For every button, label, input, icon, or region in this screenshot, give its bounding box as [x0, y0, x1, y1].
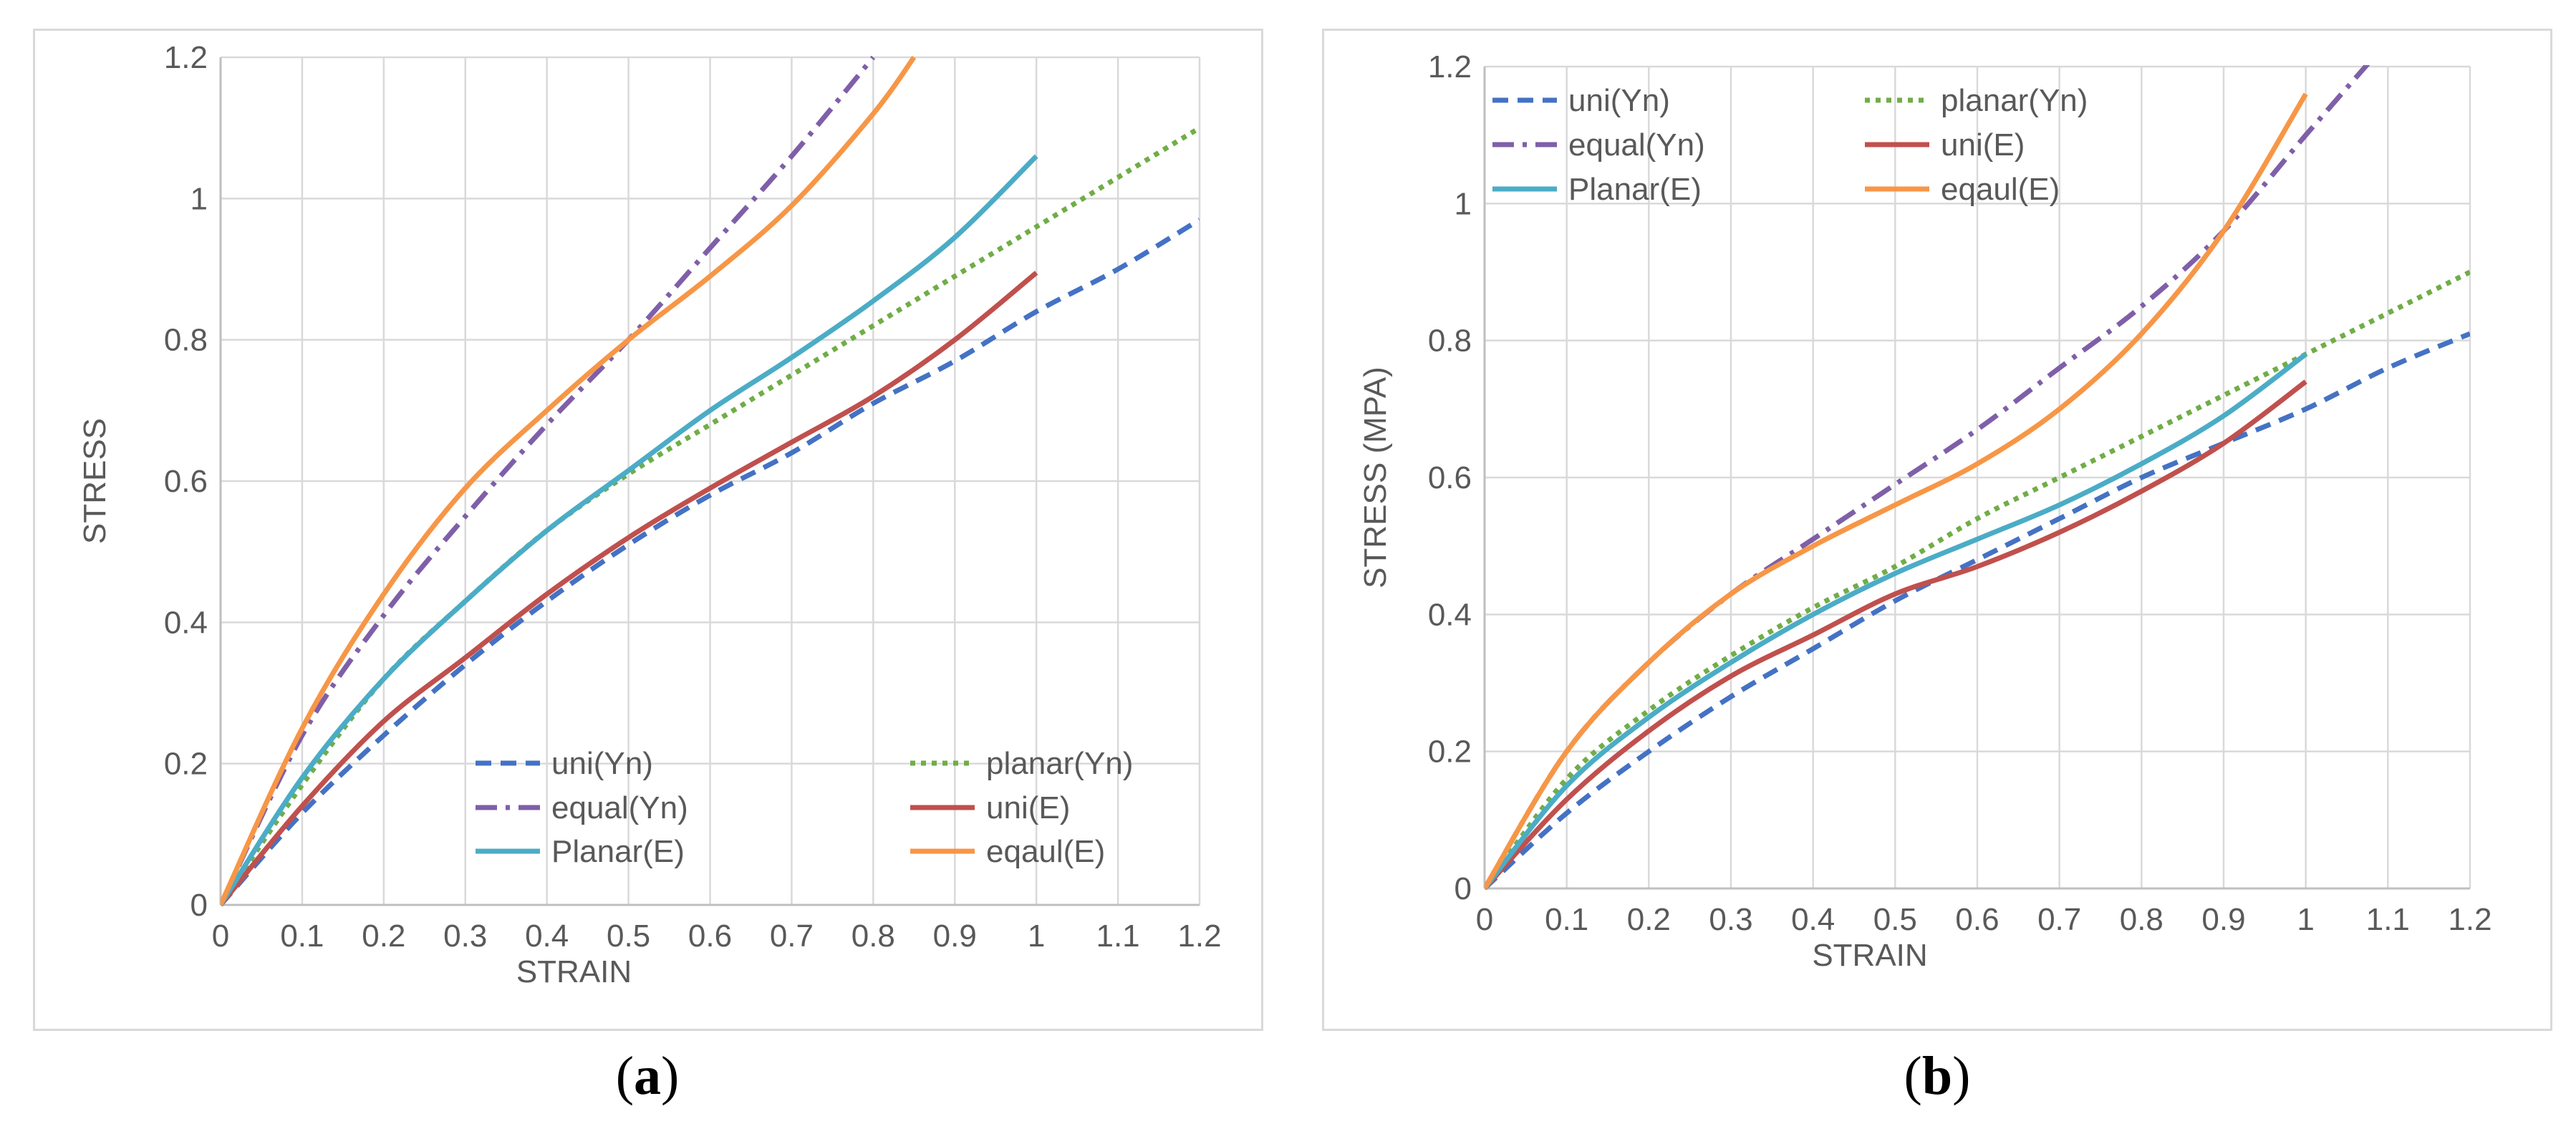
chart-b-legend-label: Planar(E)	[1568, 172, 1702, 207]
chart-a-xtick-label: 0.2	[362, 919, 405, 954]
chart-b-xlabel: STRAIN	[1812, 938, 1927, 973]
chart-a-series-equalyn	[221, 56, 876, 906]
chart-a-legend-label: uni(E)	[986, 790, 1070, 825]
chart-a-legend-label: eqaul(E)	[986, 834, 1105, 869]
chart-b-ytick-label: 0.6	[1428, 460, 1472, 495]
chart-b-legend-label: planar(Yn)	[1941, 83, 2088, 118]
chart-a-xtick-label: 0.1	[280, 919, 324, 954]
chart-a-xtick-label: 0.9	[933, 919, 977, 954]
chart-a-series-planaryn	[221, 125, 1200, 906]
chart-a-legend-label: planar(Yn)	[986, 746, 1133, 781]
caption-b-letter: b	[1921, 1046, 1953, 1106]
chart-a-series-eqaule	[221, 56, 917, 906]
chart-b-xtick-label: 0.8	[2120, 902, 2163, 937]
chart-a-xtick-label: 1.2	[1177, 919, 1221, 954]
chart-b-ytick-label: 0.4	[1428, 597, 1472, 632]
chart-b-ytick-label: 0.2	[1428, 735, 1472, 770]
chart-panel-b: 0 0.1 0.2 0.3 0.4 0.5 0.6 0.7 0.8 0.9 1 1.1 1.2 0 0.2 0…	[1322, 29, 2552, 1031]
chart-a-xtick-label: 0.3	[443, 919, 487, 954]
chart-b-xtick-label: 0	[1476, 902, 1493, 937]
chart-a-ytick-label: 1	[190, 181, 208, 216]
chart-b-xtick-label: 0.4	[1791, 902, 1835, 937]
chart-a-ytick-label: 0.4	[164, 605, 208, 640]
chart-a-legend-label: uni(Yn)	[551, 746, 653, 781]
chart-panel-a: 0 0.1 0.2 0.3 0.4 0.5 0.6 0.7 0.8 0.9 1 1.1 1.2 0 0.2 0…	[33, 29, 1263, 1031]
chart-b-series-equalyn	[1485, 65, 2370, 890]
chart-b-xtick-label: 0.3	[1709, 902, 1752, 937]
chart-a-xtick-label: 0	[212, 919, 229, 954]
chart-b-xtick-label: 0.1	[1545, 902, 1588, 937]
chart-a-xtick-label: 0.8	[852, 919, 895, 954]
chart-a-xtick-label: 1.1	[1096, 919, 1139, 954]
chart-b-ytick-label: 1.2	[1428, 49, 1472, 84]
chart-b-svg: 0 0.1 0.2 0.3 0.4 0.5 0.6 0.7 0.8 0.9 1 1.1 1.2 0 0.2 0…	[1358, 49, 2492, 973]
chart-b-legend-label: uni(Yn)	[1568, 83, 1670, 118]
chart-b-series-eqaule	[1485, 92, 2308, 890]
chart-b-ylabel: STRESS (MPA)	[1358, 367, 1393, 588]
chart-a-series-planare	[221, 154, 1038, 906]
chart-a-xlabel: STRAIN	[516, 954, 632, 989]
caption-b: (b)	[1904, 1046, 1971, 1106]
chart-a-xtick-label: 0.6	[688, 919, 732, 954]
chart-b-xtick-label: 1.1	[2366, 902, 2410, 937]
chart-a-series-uniyn	[221, 217, 1200, 906]
chart-b-legend-label: eqaul(E)	[1941, 172, 2060, 207]
chart-b-ytick-label: 0.8	[1428, 324, 1472, 359]
chart-a-ytick-label: 0	[190, 888, 208, 923]
chart-a-legend-label: equal(Yn)	[551, 790, 688, 825]
chart-b-xtick-label: 0.9	[2201, 902, 2245, 937]
chart-a-ytick-label: 0.8	[164, 323, 208, 358]
chart-a-xtick-label: 1	[1028, 919, 1045, 954]
chart-a-xtick-label: 0.5	[607, 919, 650, 954]
chart-b-xtick-label: 1	[2297, 902, 2314, 937]
chart-a-svg: 0 0.1 0.2 0.3 0.4 0.5 0.6 0.7 0.8 0.9 1 1.1 1.2 0 0.2 0…	[77, 40, 1222, 989]
caption-a-letter: a	[634, 1046, 661, 1106]
chart-a-xtick-label: 0.7	[770, 919, 814, 954]
chart-b-xtick-label: 0.7	[2037, 902, 2081, 937]
chart-b-ytick-label: 1	[1455, 186, 1472, 221]
chart-a-xtick-label: 0.4	[525, 919, 569, 954]
chart-a-legend-label: Planar(E)	[551, 834, 685, 869]
chart-a-ytick-label: 1.2	[164, 40, 208, 75]
chart-a-ylabel: STRESS	[77, 418, 112, 544]
chart-b-xtick-label: 0.5	[1873, 902, 1917, 937]
chart-b-xtick-label: 1.2	[2448, 902, 2491, 937]
caption-a: (a)	[615, 1046, 680, 1106]
chart-a-series-unie	[221, 271, 1038, 906]
chart-b-series-unie	[1485, 379, 2307, 890]
chart-b-ytick-label: 0	[1455, 871, 1472, 906]
chart-b-xtick-label: 0.2	[1627, 902, 1671, 937]
chart-b-series-uniyn	[1485, 331, 2470, 890]
chart-a-ytick-label: 0.2	[164, 747, 208, 782]
chart-b-series-planare	[1485, 352, 2307, 890]
chart-b-xtick-label: 0.6	[1955, 902, 1999, 937]
chart-b-legend-label: equal(Yn)	[1568, 127, 1705, 163]
chart-a-ytick-label: 0.6	[164, 464, 208, 499]
chart-b-legend-label: uni(E)	[1941, 127, 2025, 163]
